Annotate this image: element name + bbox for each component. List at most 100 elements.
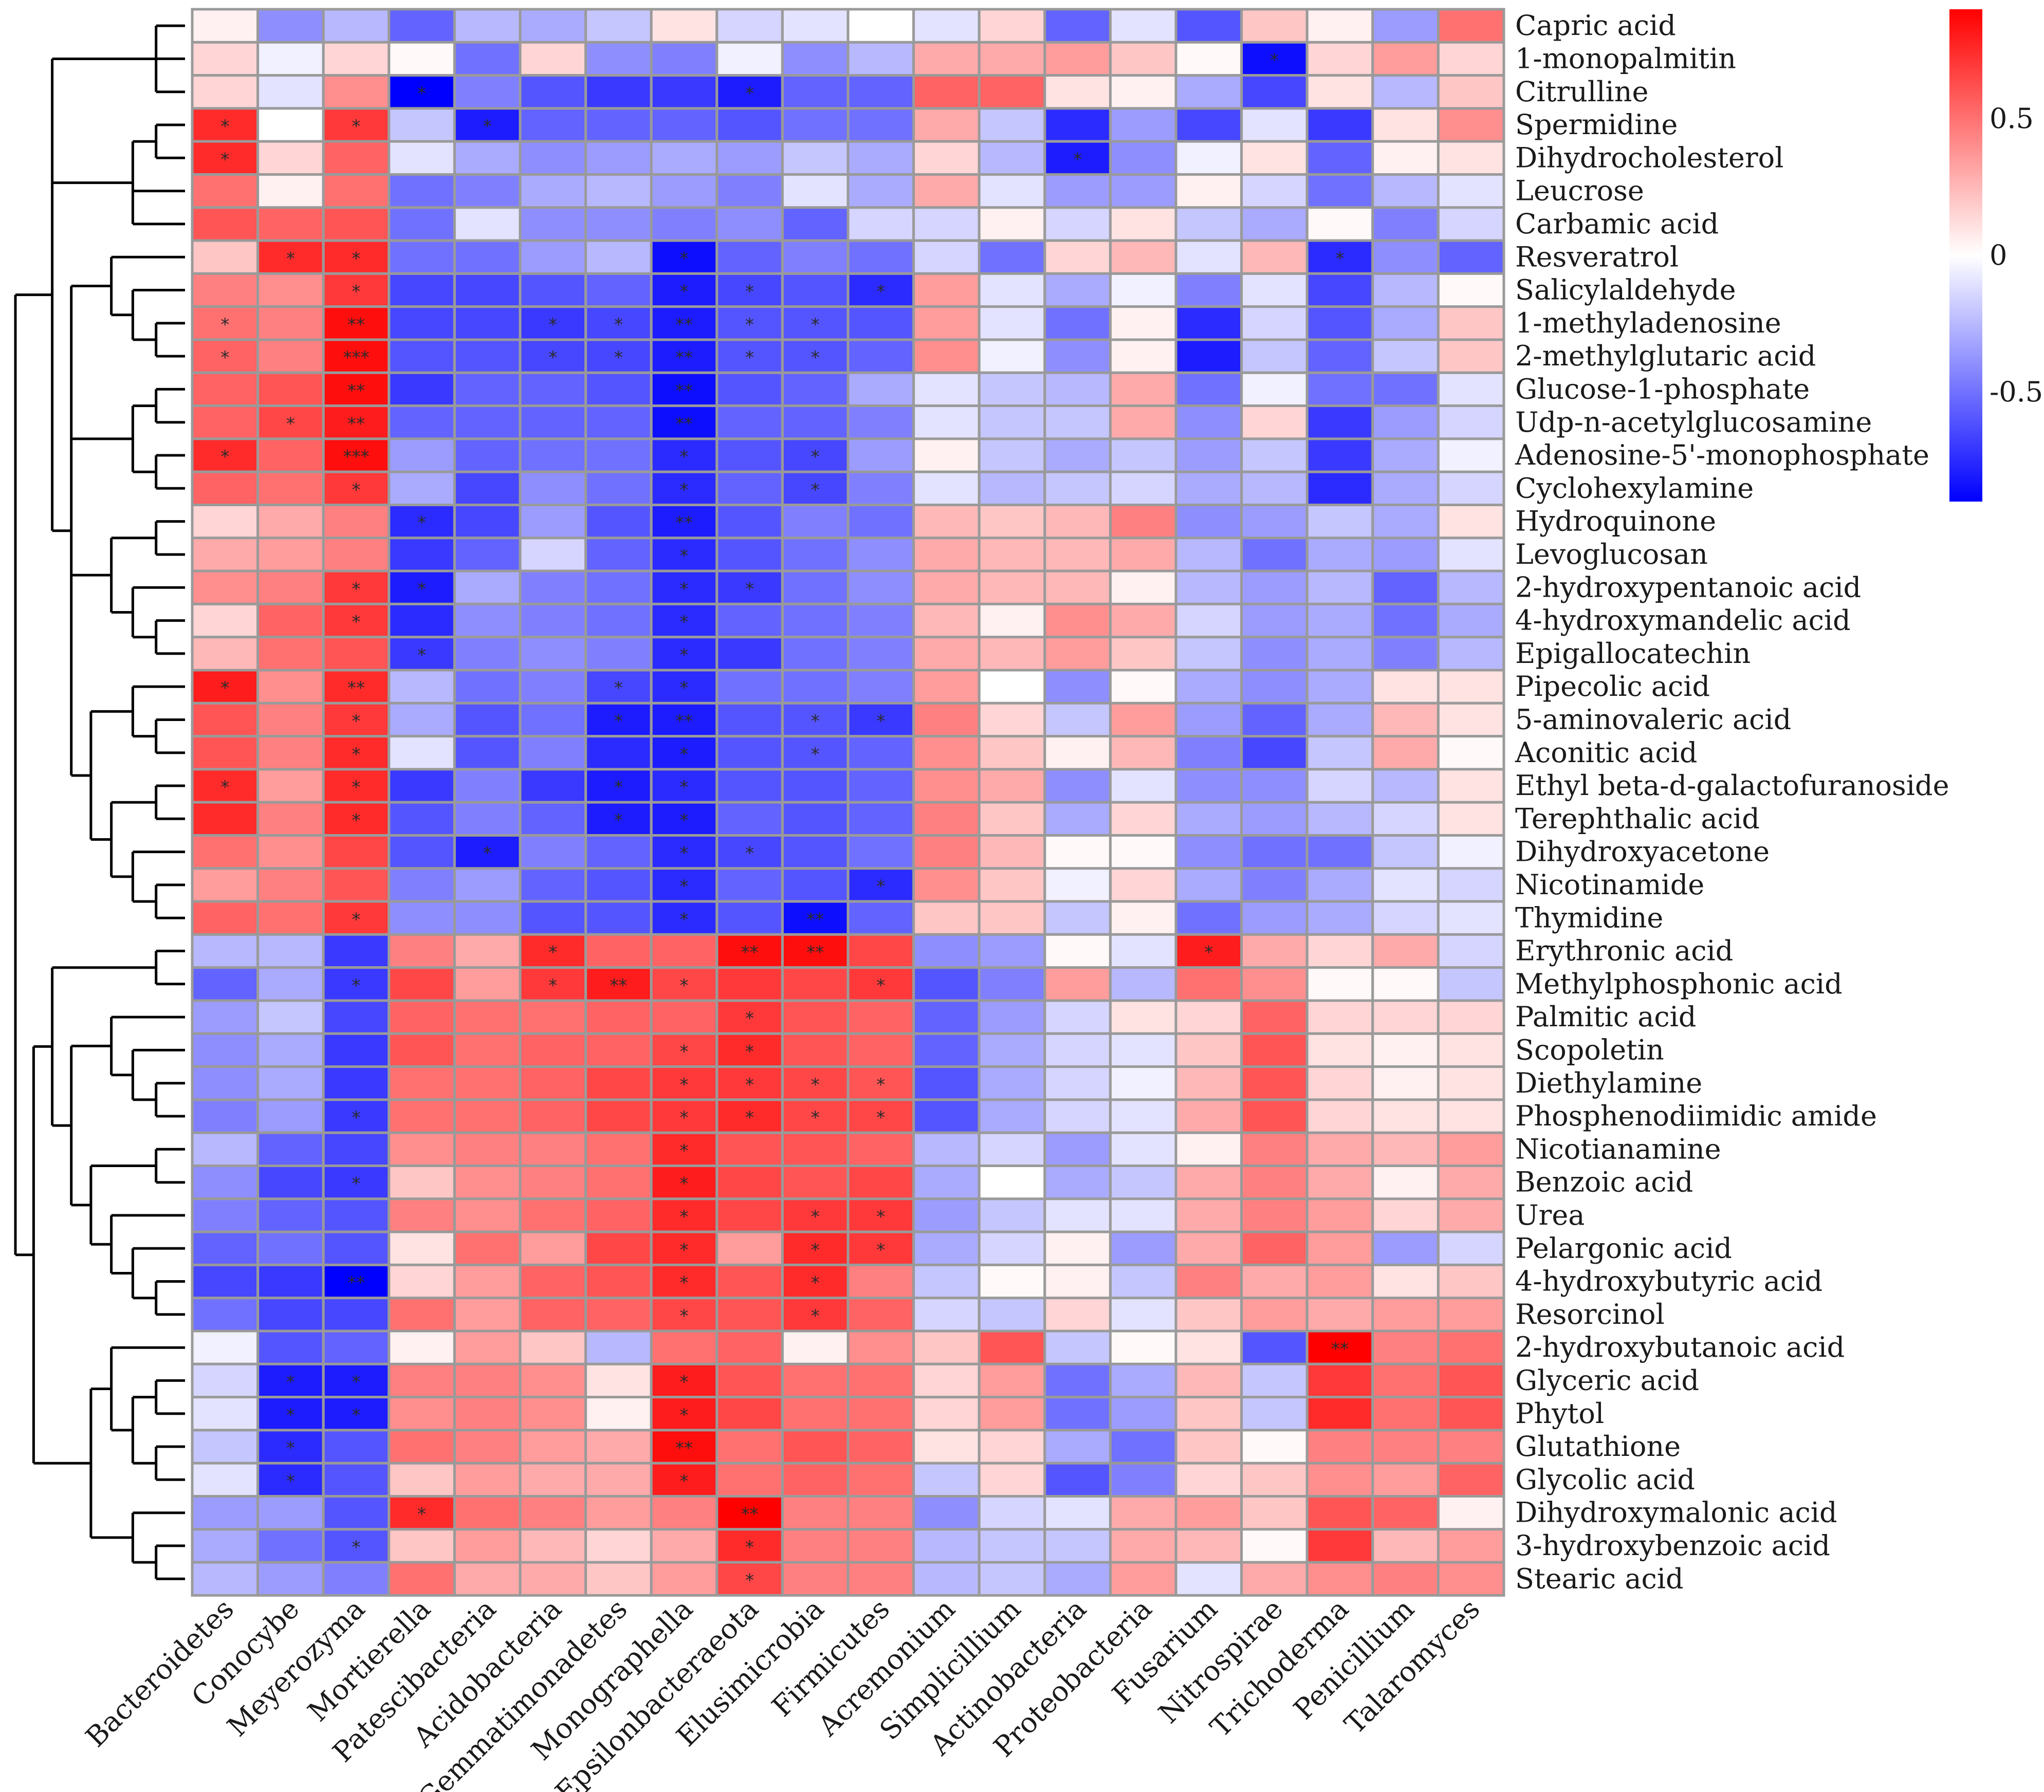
heat-cell <box>191 140 260 176</box>
heat-cell <box>453 669 522 705</box>
heat-cell <box>912 371 981 408</box>
heat-cell <box>453 272 522 308</box>
heat-cell <box>978 272 1046 308</box>
heat-cell <box>1109 1032 1177 1068</box>
heat-cell <box>1174 1462 1243 1498</box>
heat-cell <box>1174 305 1243 341</box>
heat-cell <box>846 206 915 242</box>
row-label: Carbamic acid <box>1515 208 1719 240</box>
heat-cell <box>912 41 981 77</box>
significance-mark: * <box>876 1207 885 1227</box>
heat-cell <box>191 1329 260 1365</box>
heat-cell <box>322 933 391 969</box>
heat-cell <box>191 1197 260 1233</box>
heat-cell <box>1043 206 1112 242</box>
significance-mark: * <box>614 315 623 335</box>
heat-cell <box>1174 404 1243 440</box>
heat-cell <box>912 602 981 639</box>
heat-cell <box>584 8 653 44</box>
heat-cell <box>1305 735 1374 771</box>
heat-cell <box>650 1032 719 1068</box>
heat-cell <box>322 602 391 639</box>
row-label: Benzoic acid <box>1515 1166 1693 1198</box>
heat-cell <box>256 1495 325 1531</box>
heat-cell <box>1437 933 1505 969</box>
heat-cell <box>781 1495 850 1531</box>
heat-cell <box>650 1495 719 1531</box>
heat-cell <box>1305 1297 1374 1333</box>
heat-cell <box>1240 1561 1309 1597</box>
heat-cell <box>519 701 587 738</box>
heat-cell <box>1240 239 1309 275</box>
heat-cell <box>781 371 850 408</box>
significance-mark: * <box>352 810 361 830</box>
heat-cell <box>453 1561 522 1597</box>
heat-cell <box>256 1462 325 1498</box>
heat-cell <box>650 8 719 44</box>
heat-cell <box>584 1032 653 1068</box>
heat-cell <box>322 1429 391 1465</box>
row-label: Spermidine <box>1515 108 1678 141</box>
heat-cell <box>1240 470 1309 507</box>
heat-cell <box>912 900 981 936</box>
heat-cell <box>1043 470 1112 507</box>
heat-cell <box>256 999 325 1035</box>
significance-mark: ** <box>675 711 693 732</box>
significance-mark: * <box>1336 248 1345 269</box>
heat-cell <box>1043 1528 1112 1564</box>
heat-cell <box>846 537 915 572</box>
heat-cell <box>1305 173 1374 209</box>
heat-cell <box>1109 206 1177 242</box>
heat-cell <box>912 1065 981 1101</box>
heat-cell <box>256 867 325 903</box>
heat-cell <box>1240 1098 1309 1134</box>
heat-cell <box>912 404 981 440</box>
heat-cell <box>978 933 1046 969</box>
heat-cell <box>322 636 391 672</box>
heat-cell <box>191 8 260 44</box>
heat-cell <box>1240 768 1309 804</box>
heat-cell <box>1305 602 1374 639</box>
heat-cell <box>191 602 260 639</box>
heat-cell <box>715 735 784 771</box>
row-label: Dihydrocholesterol <box>1515 141 1783 174</box>
heat-cell <box>256 768 325 804</box>
heat-cell <box>1174 1197 1243 1233</box>
heat-cell <box>1305 1495 1374 1531</box>
heat-cell <box>388 140 456 176</box>
heat-cell <box>715 1297 784 1333</box>
heat-cell <box>388 41 456 77</box>
heat-cell <box>912 1230 981 1266</box>
heat-cell <box>781 140 850 176</box>
heat-cell <box>453 801 522 837</box>
significance-mark: ** <box>610 975 627 996</box>
significance-mark: ** <box>347 1273 365 1294</box>
heat-cell <box>453 41 522 77</box>
heat-cell <box>781 1462 850 1498</box>
heat-cell <box>1109 537 1177 572</box>
heat-cell <box>912 801 981 837</box>
heat-cell <box>1174 371 1243 408</box>
row-label: Leucrose <box>1515 175 1644 207</box>
heat-cell <box>322 1561 391 1597</box>
heat-cell <box>1437 504 1505 540</box>
heat-cell <box>978 867 1046 903</box>
heat-cell <box>978 404 1046 440</box>
heat-cell <box>715 1528 784 1564</box>
significance-mark: * <box>680 777 689 798</box>
heat-cell <box>453 933 522 969</box>
heat-cell <box>191 569 260 605</box>
heat-cell <box>1240 1263 1309 1300</box>
heat-cell <box>715 239 784 275</box>
heat-cell <box>1240 1197 1309 1233</box>
heat-cell <box>1437 569 1505 605</box>
heat-cell <box>978 173 1046 209</box>
heat-cell <box>191 272 260 308</box>
heat-cell <box>1371 1230 1440 1266</box>
heat-cell <box>715 404 784 440</box>
heat-cell <box>453 338 522 374</box>
heat-cell <box>978 636 1046 672</box>
heat-cell <box>846 867 915 903</box>
heat-cell <box>1371 1131 1440 1167</box>
heat-cell <box>1109 1429 1177 1465</box>
